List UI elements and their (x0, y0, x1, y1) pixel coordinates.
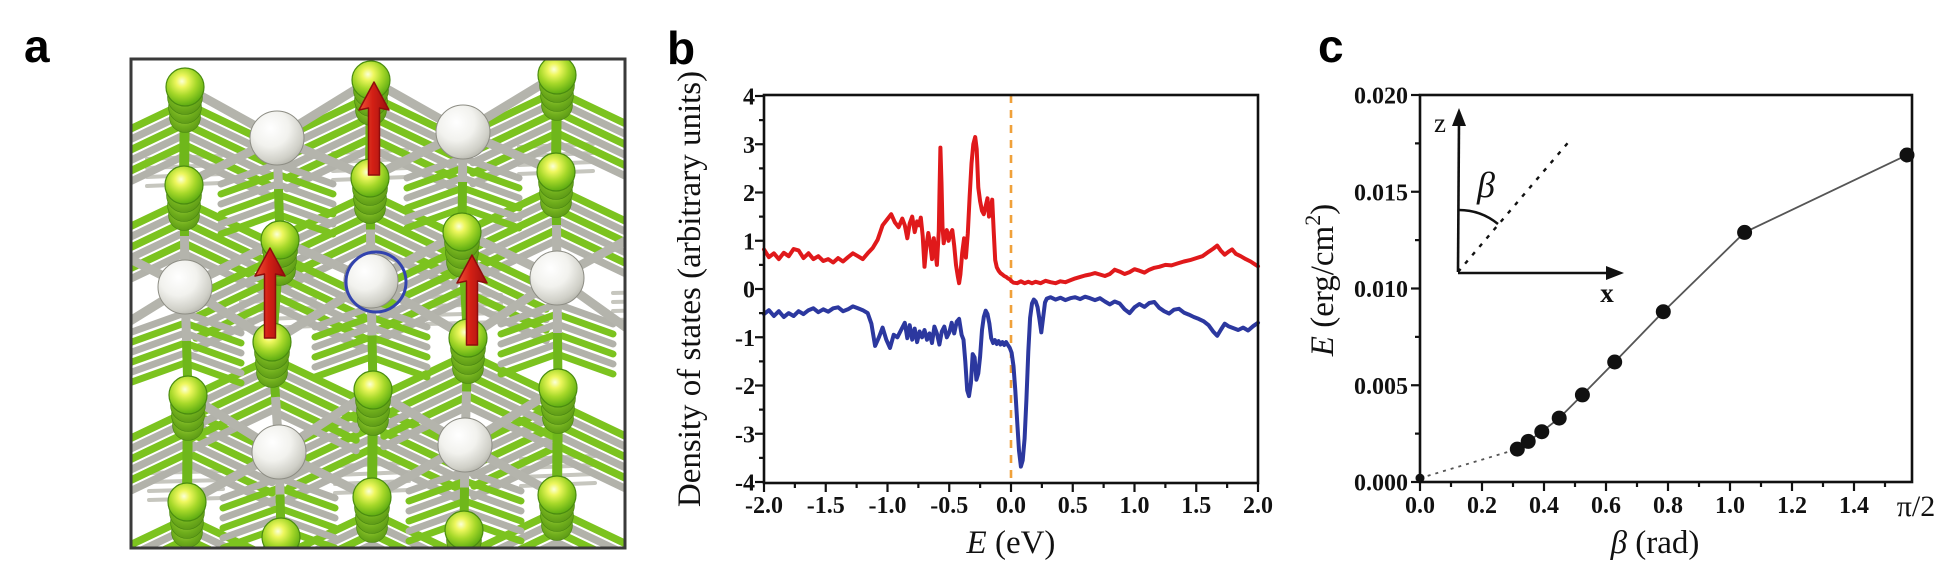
mae-ticks (1411, 93, 1887, 491)
dos-tick-labels: -2.0 -1.5 -1.0 -0.5 0.0 0.5 1.0 1.5 2.0 4 3 2 1 0 -1 -2… (735, 85, 1273, 520)
metal-atom (529, 250, 585, 306)
inset-z-label: z (1434, 108, 1446, 138)
panel-b-label: b (667, 22, 695, 74)
ligand-atom (538, 368, 578, 408)
metal-atom (157, 259, 213, 315)
dos-x-tick-label: -0.5 (930, 493, 968, 519)
inset-beta-label: β (1476, 165, 1495, 205)
mae-fit-line-dashed (1419, 448, 1518, 479)
metal-atom (437, 417, 493, 473)
dos-x-tick-label: 0.0 (996, 493, 1026, 519)
dos-y-tick-label: 0 (743, 278, 755, 304)
dos-x-tick-label: -1.5 (807, 493, 845, 519)
mae-x-axis-label: β (rad) (1610, 525, 1700, 561)
mae-x-tick-label: 0.2 (1467, 493, 1497, 519)
ligand-atom (165, 67, 205, 107)
dos-y-tick-label: -4 (735, 471, 755, 497)
dos-curve-spin-majority (762, 135, 1260, 286)
ligand-atom (352, 477, 392, 517)
mae-x-end-tick-label: π/2 (1897, 490, 1935, 523)
inset-angle-arc (1457, 208, 1499, 225)
ligand-atom (168, 375, 208, 415)
mae-y-tick-label: 0.005 (1354, 374, 1408, 400)
mae-y-tick-label: 0.020 (1354, 84, 1408, 110)
ligand-atom (164, 165, 204, 205)
mae-data-point (1551, 410, 1567, 426)
dos-curve-spin-minority (762, 294, 1260, 469)
panel-c-label: c (1318, 20, 1344, 72)
ligand-atom (536, 152, 576, 192)
mae-x-tick-label: 1.4 (1839, 493, 1869, 519)
highlighted-atom-circle (344, 250, 408, 314)
mae-tick-labels: 0.0 0.2 0.4 0.6 0.8 1.0 1.2 1.4 0.000 0.005 0.010 0… (1354, 84, 1869, 520)
inset-x-label: x (1600, 278, 1614, 308)
crystal-structure-panel (129, 57, 627, 550)
spin-arrow (254, 247, 286, 339)
dos-y-tick-label: 2 (743, 181, 755, 207)
angle-definition-inset: z x β (1434, 108, 1624, 308)
mae-data-point (1737, 224, 1753, 240)
metal-atom (343, 253, 399, 309)
mae-axes-frame (1418, 93, 1914, 484)
ligand-atom (444, 510, 484, 547)
inset-z-axis (1456, 119, 1461, 273)
ligand-atom (442, 212, 482, 252)
ligand-atom (261, 517, 301, 547)
ligand-atom (537, 60, 577, 95)
mae-y-tick-label: 0.015 (1354, 180, 1408, 206)
metal-atom (251, 424, 307, 480)
dos-y-tick-label: -2 (735, 374, 755, 400)
dos-y-axis-label: Density of states (arbitrary units) (672, 71, 708, 507)
dos-x-axis-label: E (eV) (966, 525, 1056, 561)
mae-y-tick-label: 0.000 (1354, 471, 1408, 497)
dos-x-tick-label: 1.0 (1120, 493, 1150, 519)
mae-fit-line (1516, 154, 1908, 450)
metal-atom (249, 110, 305, 166)
dos-x-tick-label: 1.5 (1181, 493, 1211, 519)
mae-data-point (1520, 433, 1536, 449)
mae-data-point (1534, 424, 1550, 440)
mae-x-tick-label: 0.0 (1405, 493, 1435, 519)
spin-arrow (456, 254, 488, 346)
dos-y-tick-label: 3 (743, 133, 755, 159)
dos-y-tick-label: -1 (735, 326, 755, 352)
panel-a-label: a (24, 20, 50, 72)
lattice (132, 60, 624, 547)
mae-y-axis-label: E (erg/cm2) (1300, 204, 1341, 357)
dos-plot-panel: -2.0 -1.5 -1.0 -0.5 0.0 0.5 1.0 1.5 2.0 4 3 2 1 0 -1 -2… (735, 85, 1273, 520)
mae-x-tick-label: 0.4 (1529, 493, 1559, 519)
inset-magnetization-direction-dashed (1457, 137, 1573, 273)
mae-data-point (1655, 304, 1671, 320)
dos-x-tick-label: 0.5 (1058, 493, 1088, 519)
mae-x-tick-label: 1.2 (1777, 493, 1807, 519)
mae-y-tick-label: 0.010 (1354, 277, 1408, 303)
panel-a-frame (129, 57, 627, 550)
dos-x-tick-label: -1.0 (869, 493, 907, 519)
dos-y-tick-label: 4 (743, 85, 755, 111)
mae-plot-panel: 0.0 0.2 0.4 0.6 0.8 1.0 1.2 1.4 0.000 0.005 0.010 0… (1354, 84, 1915, 520)
dos-y-tick-label: 1 (743, 229, 755, 255)
mae-data-point (1574, 387, 1590, 403)
spin-arrow (358, 81, 390, 176)
inset-x-arrowhead-icon (1606, 266, 1624, 280)
dos-x-tick-label: -2.0 (745, 493, 783, 519)
dos-ticks (755, 94, 1260, 492)
ligand-atom (167, 482, 207, 522)
dos-x-tick-label: 2.0 (1243, 493, 1273, 519)
mae-data-point (1509, 441, 1525, 457)
mae-x-tick-label: 0.6 (1591, 493, 1621, 519)
inset-z-arrowhead-icon (1452, 108, 1466, 126)
dos-axes-frame (762, 93, 1260, 485)
ligand-atom (537, 475, 577, 515)
dos-y-tick-label: -3 (735, 422, 755, 448)
ligand-atom (353, 370, 393, 410)
mae-x-tick-label: 1.0 (1715, 493, 1745, 519)
mae-x-tick-label: 0.8 (1653, 493, 1683, 519)
mae-data-point (1607, 354, 1623, 370)
metal-atom (435, 104, 491, 160)
